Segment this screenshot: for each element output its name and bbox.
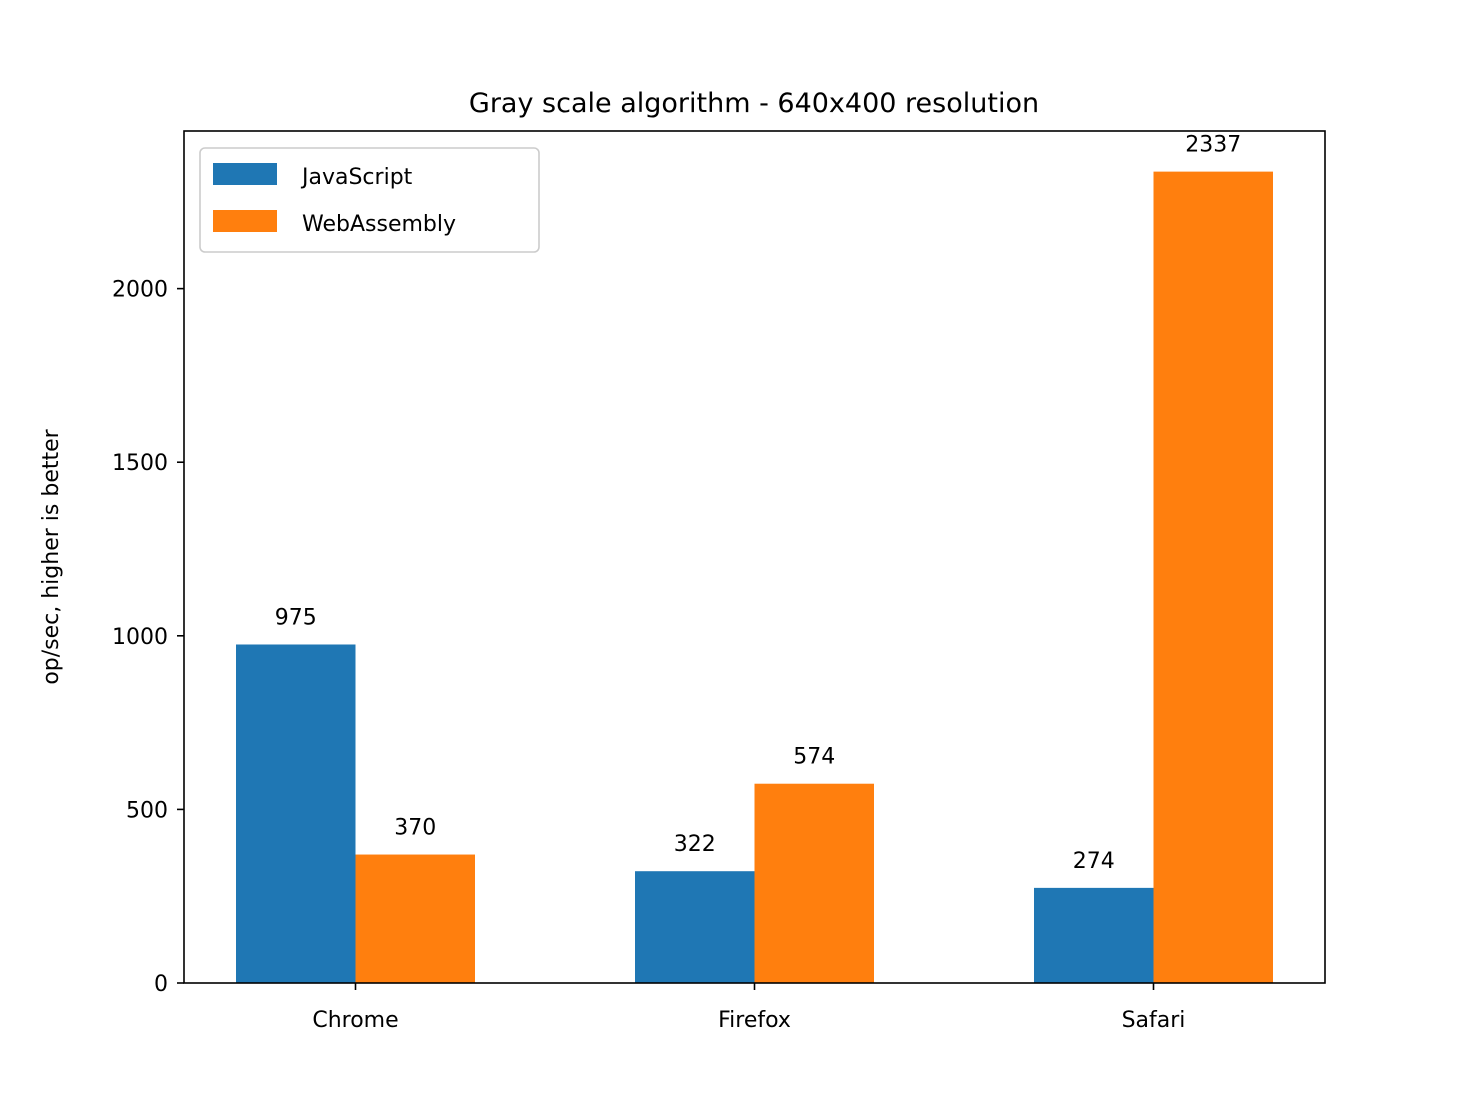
data-labels-layer: 975 322 274 370 574 2337 — [275, 133, 1242, 874]
x-tick-label-safari: Safari — [1122, 1008, 1186, 1033]
bars-layer — [236, 171, 1273, 983]
chart-title: Gray scale algorithm - 640x400 resolutio… — [469, 88, 1039, 119]
bar-javascript-chrome — [236, 644, 356, 983]
y-tick-label-1500: 1500 — [112, 451, 168, 476]
bar-webassembly-safari — [1153, 171, 1273, 983]
y-tick-label-1000: 1000 — [112, 625, 168, 650]
x-tick-label-chrome: Chrome — [312, 1008, 398, 1033]
data-label-webassembly-chrome: 370 — [394, 816, 436, 841]
data-label-webassembly-safari: 2337 — [1185, 133, 1241, 158]
y-tick-label-500: 500 — [126, 798, 168, 823]
legend-box — [199, 147, 540, 253]
bar-webassembly-chrome — [355, 854, 475, 983]
y-tick-label-2000: 2000 — [112, 278, 168, 303]
legend-label-webassembly: WebAssembly — [302, 212, 456, 237]
y-tick-label-0: 0 — [154, 972, 168, 997]
data-label-javascript-safari: 274 — [1073, 849, 1115, 874]
data-label-webassembly-firefox: 574 — [793, 745, 835, 770]
plot-frame — [183, 130, 1326, 984]
bar-webassembly-firefox — [754, 783, 874, 983]
ticks-layer: Chrome Firefox Safari 0 500 1000 1500 2000 — [112, 278, 1185, 1033]
data-label-javascript-chrome: 975 — [275, 605, 317, 630]
legend-label-javascript: JavaScript — [300, 165, 413, 190]
bar-javascript-safari — [1034, 887, 1154, 983]
data-label-javascript-firefox: 322 — [674, 832, 716, 857]
legend-swatch-webassembly — [213, 210, 277, 232]
legend: JavaScript WebAssembly — [199, 147, 540, 253]
legend-swatch-javascript — [213, 163, 277, 185]
x-tick-label-firefox: Firefox — [718, 1008, 791, 1033]
bar-javascript-firefox — [635, 871, 755, 983]
y-axis-label: op/sec, higher is better — [39, 428, 64, 684]
